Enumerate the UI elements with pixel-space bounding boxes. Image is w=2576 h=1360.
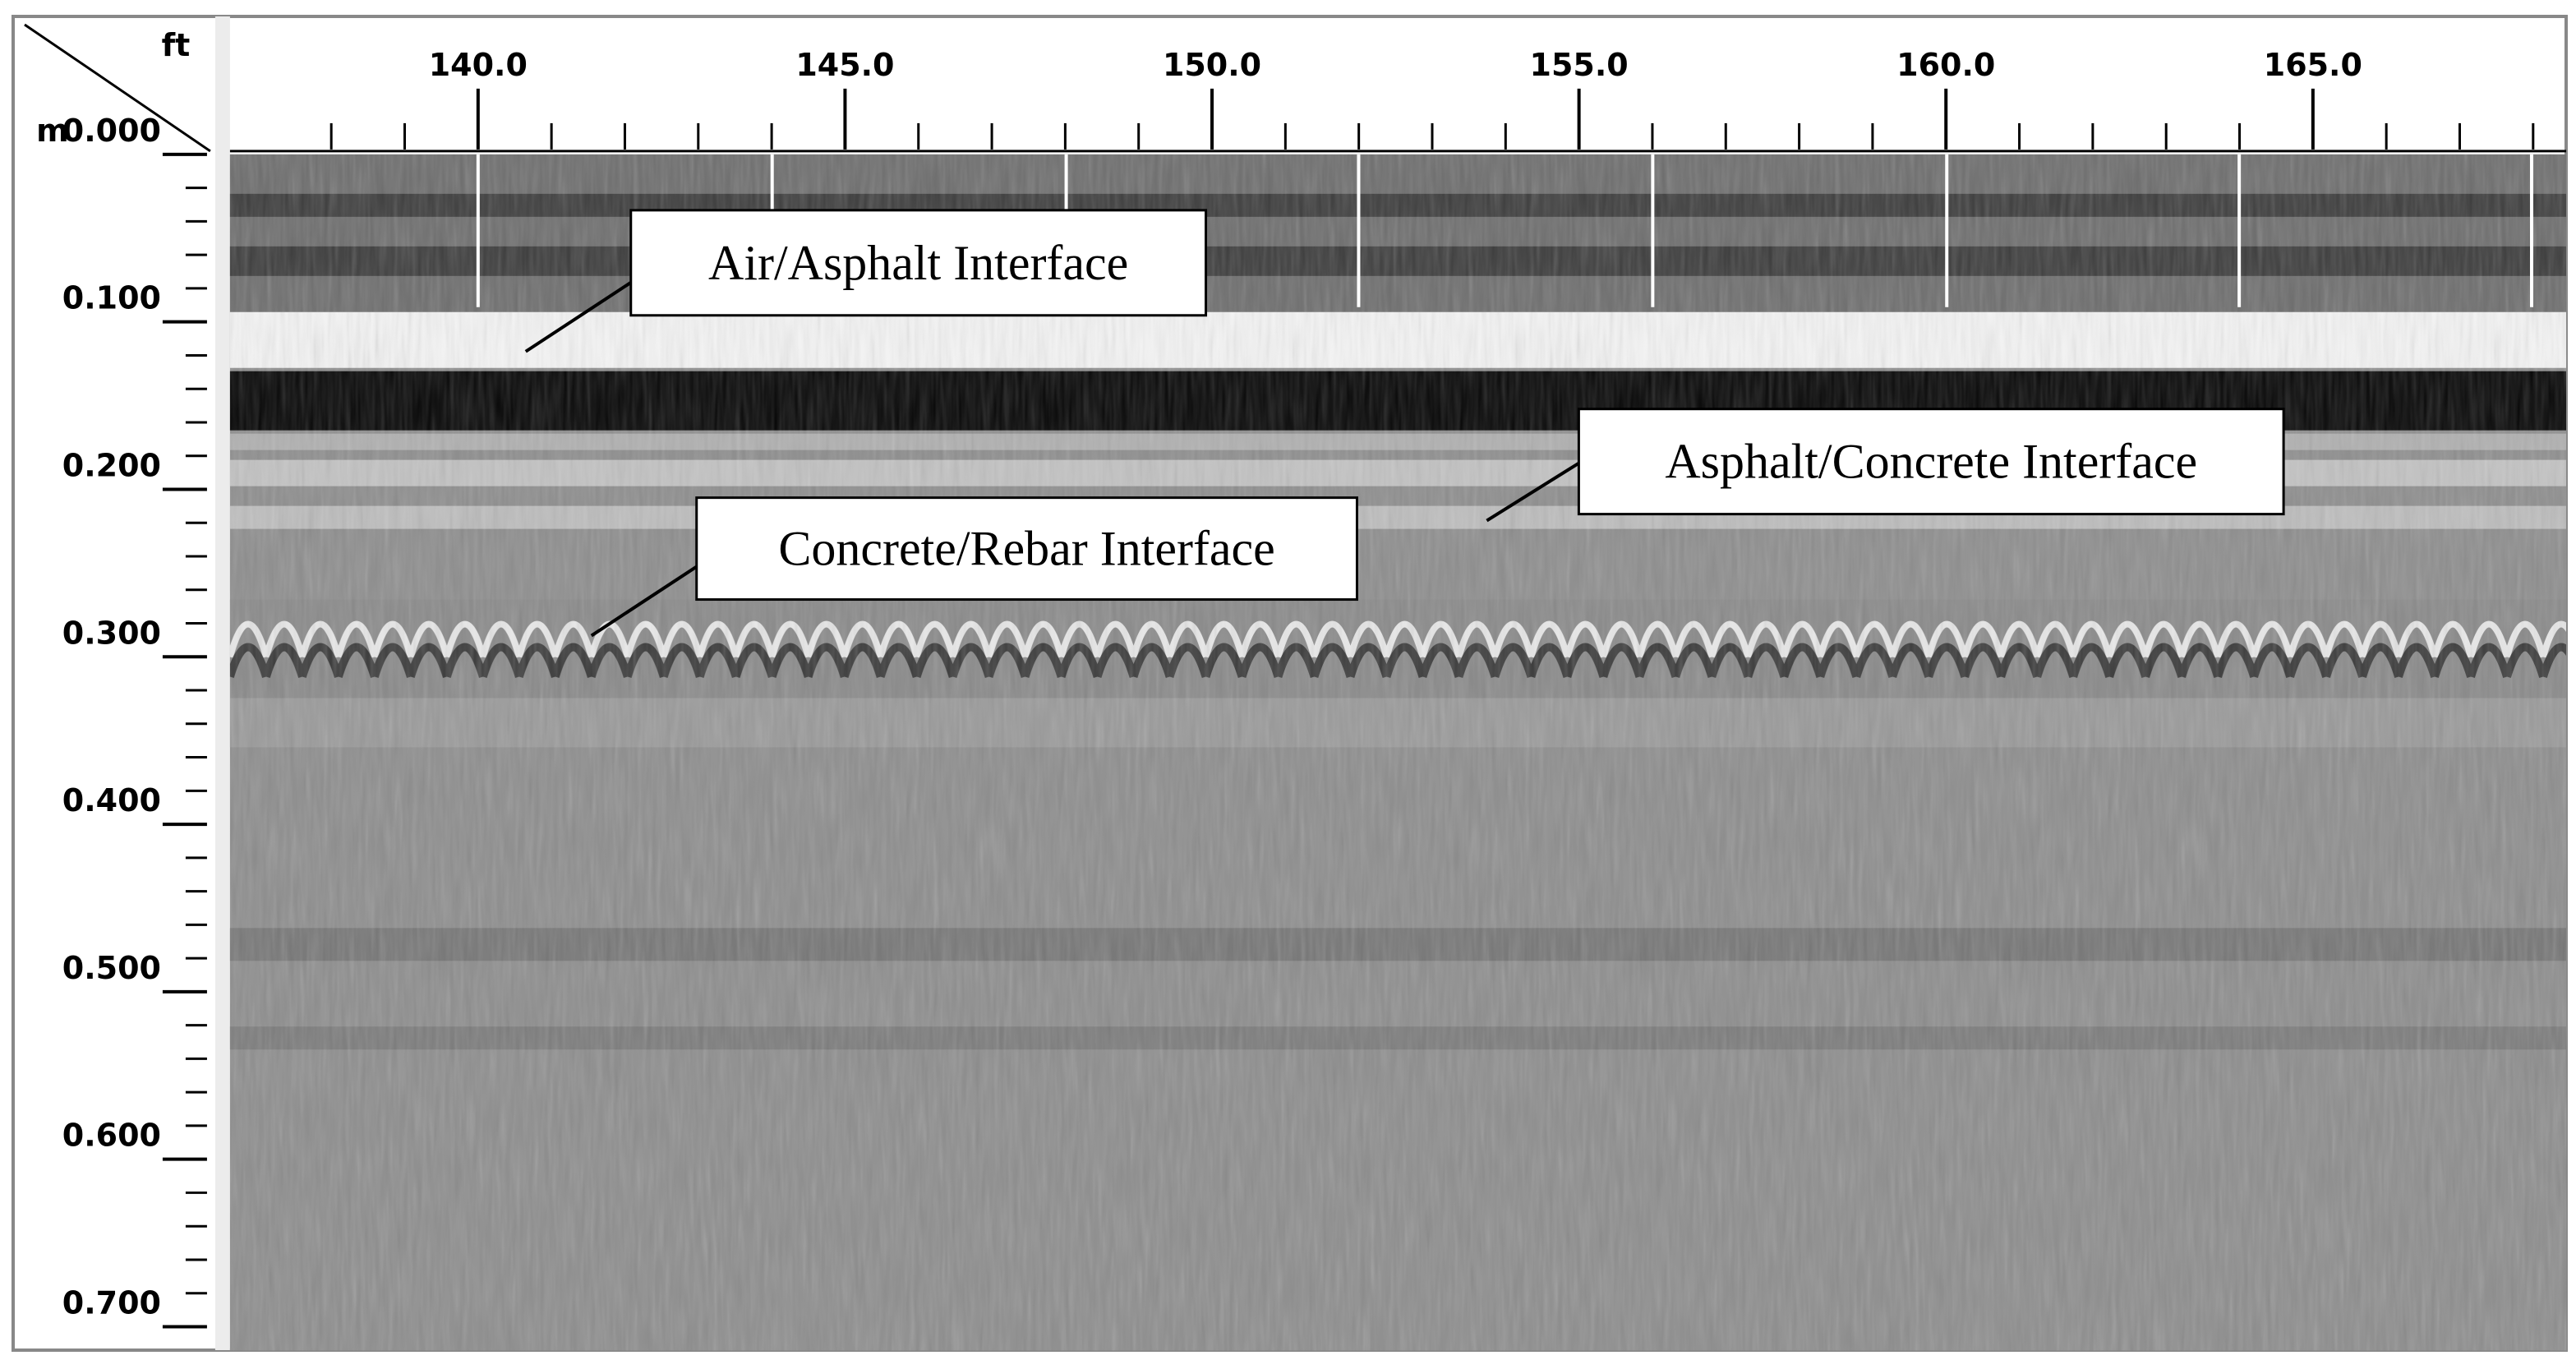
x-tick-label: 165.0 xyxy=(2264,47,2362,83)
y-tick-label: 0.500 xyxy=(62,950,161,986)
y-tick-label: 0.000 xyxy=(62,113,161,149)
radargram-image xyxy=(229,154,2567,1351)
divider xyxy=(214,16,230,1351)
annotation-leader xyxy=(524,281,632,353)
x-tick-label: 140.0 xyxy=(429,47,528,83)
annotation-box xyxy=(629,209,1208,317)
annotation-text: Asphalt/Concrete Interface xyxy=(1665,435,2197,489)
annotation-leader xyxy=(590,565,698,638)
x-tick-label: 155.0 xyxy=(1530,47,1629,83)
x-tick-label: 150.0 xyxy=(1163,47,1261,83)
y-tick-label: 0.100 xyxy=(62,280,161,316)
x-unit: ft xyxy=(162,27,191,63)
annotation-box xyxy=(695,496,1358,602)
annotation-text: Concrete/Rebar Interface xyxy=(778,522,1274,576)
corner-diagonal xyxy=(24,23,211,153)
annotation-text: Air/Asphalt Interface xyxy=(708,236,1128,290)
x-tick-label: 160.0 xyxy=(1896,47,1995,83)
annotation-box xyxy=(1577,408,2285,516)
annotation-leader xyxy=(1486,461,1580,523)
x-tick-label: 145.0 xyxy=(795,47,894,83)
y-tick-label: 0.700 xyxy=(62,1284,161,1321)
image-grain xyxy=(229,154,2567,1351)
y-tick-label: 0.400 xyxy=(62,782,161,818)
y-tick-label: 0.200 xyxy=(62,447,161,483)
y-tick-label: 0.300 xyxy=(62,615,161,651)
axes: 140.0 145.0 150.0 155.0 160.0 165.0 0.000 0.100… xyxy=(62,47,2535,1329)
y-tick-label: 0.600 xyxy=(62,1118,161,1154)
y-unit: m xyxy=(36,113,69,149)
annotations: Air/Asphalt Interface Asphalt/Concrete In… xyxy=(524,209,2285,638)
